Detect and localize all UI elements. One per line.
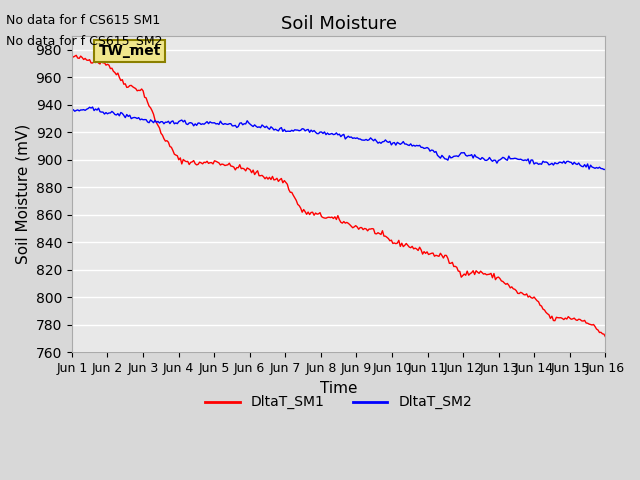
DltaT_SM1 — [255, 173, 263, 179]
DltaT_SM2 — [573, 162, 581, 168]
Legend: DltaT_SM1, DltaT_SM2: DltaT_SM1, DltaT_SM2 — [200, 390, 477, 415]
Line: DltaT_SM1: DltaT_SM1 — [72, 55, 605, 337]
DltaT_SM2 — [303, 127, 310, 133]
DltaT_SM2 — [255, 124, 263, 130]
Text: No data for f CS615 SM1: No data for f CS615 SM1 — [6, 14, 161, 27]
Text: TW_met: TW_met — [99, 44, 161, 58]
X-axis label: Time: Time — [320, 381, 357, 396]
DltaT_SM1 — [602, 334, 609, 340]
Text: No data for f CS615_SM2: No data for f CS615_SM2 — [6, 34, 163, 47]
DltaT_SM1 — [68, 53, 76, 59]
DltaT_SM2 — [228, 123, 236, 129]
DltaT_SM2 — [135, 115, 143, 120]
DltaT_SM2 — [602, 167, 609, 172]
DltaT_SM1 — [246, 167, 254, 173]
Line: DltaT_SM2: DltaT_SM2 — [72, 107, 605, 169]
DltaT_SM1 — [72, 52, 80, 58]
DltaT_SM1 — [303, 211, 310, 217]
DltaT_SM1 — [135, 87, 143, 93]
DltaT_SM2 — [600, 167, 608, 172]
DltaT_SM2 — [89, 104, 97, 110]
DltaT_SM1 — [573, 318, 581, 324]
Y-axis label: Soil Moisture (mV): Soil Moisture (mV) — [15, 124, 30, 264]
Title: Soil Moisture: Soil Moisture — [280, 15, 397, 33]
DltaT_SM1 — [228, 163, 236, 169]
DltaT_SM2 — [68, 108, 76, 114]
DltaT_SM2 — [246, 121, 254, 127]
